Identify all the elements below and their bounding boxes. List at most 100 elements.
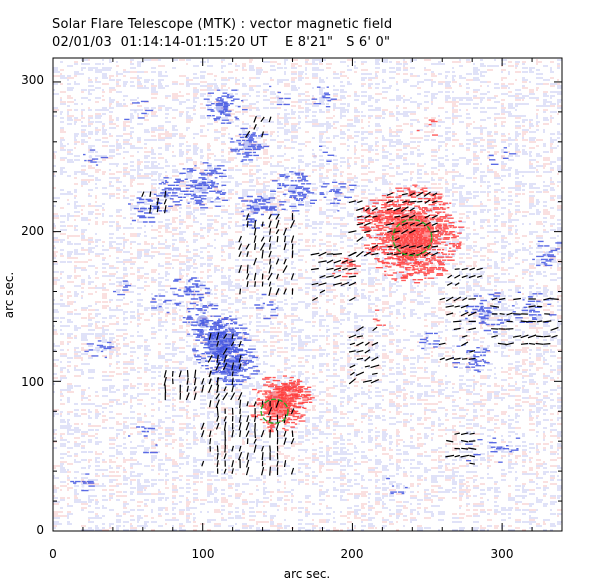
negative-polarity-region-core — [155, 304, 160, 309]
field-vector — [364, 214, 371, 219]
negative-polarity-region-core — [141, 439, 145, 443]
field-vector — [387, 230, 393, 233]
field-vector — [238, 451, 243, 461]
field-vector — [445, 305, 454, 308]
field-vector — [283, 236, 287, 243]
field-vector — [394, 237, 400, 241]
field-vector — [431, 222, 438, 226]
field-vector — [348, 378, 356, 385]
negative-polarity-region-core — [544, 251, 550, 257]
field-vector — [439, 297, 446, 301]
field-vector — [275, 213, 280, 220]
field-vector — [163, 198, 167, 205]
field-vector — [430, 230, 440, 233]
vector-group — [438, 296, 477, 361]
field-vector — [237, 392, 243, 401]
negative-polarity-region-fill — [175, 162, 228, 209]
field-vector — [223, 333, 228, 340]
field-vector — [468, 274, 476, 279]
field-vector — [246, 264, 249, 274]
axis-ticks — [52, 58, 563, 532]
field-vector — [326, 275, 334, 278]
field-vector — [370, 364, 380, 369]
field-vector — [408, 214, 416, 219]
x-tick-label: 200 — [341, 547, 364, 561]
negative-polarity-region-fill — [113, 280, 132, 296]
field-vector — [216, 340, 220, 347]
field-vector — [245, 213, 250, 220]
field-vector — [340, 281, 350, 287]
field-vector — [178, 370, 182, 378]
negative-polarity-region-core — [196, 180, 209, 193]
field-vector — [238, 355, 242, 363]
negative-polarity-region — [128, 197, 161, 223]
field-vector — [269, 258, 271, 265]
negative-polarity-region-core — [260, 304, 265, 309]
field-vector — [230, 341, 235, 347]
vector-group — [348, 326, 380, 385]
field-vector — [371, 252, 379, 256]
field-vector — [445, 454, 455, 458]
field-vector — [355, 326, 364, 332]
negative-polarity-region — [150, 295, 172, 314]
negative-polarity-region-core — [396, 484, 399, 488]
negative-polarity-region-core — [183, 287, 193, 296]
field-vector — [349, 296, 356, 302]
x-tick-label: 100 — [192, 547, 215, 561]
field-vector — [467, 311, 477, 317]
negative-polarity-region-core — [242, 139, 253, 150]
field-vector — [149, 191, 152, 197]
field-vector — [208, 378, 212, 385]
field-vector — [468, 440, 476, 442]
positive-polarity-region — [372, 309, 386, 326]
field-vector — [290, 273, 295, 280]
field-vector — [282, 265, 288, 273]
field-vector — [402, 200, 408, 203]
field-vector — [275, 258, 280, 265]
negative-polarity-region-core — [313, 154, 317, 159]
field-vector — [254, 220, 257, 228]
field-vector — [512, 335, 522, 338]
field-vector — [156, 206, 159, 213]
field-vector — [550, 326, 559, 331]
field-vector — [454, 432, 461, 435]
negative-polarity-region-core — [250, 204, 261, 215]
field-vector — [401, 229, 409, 235]
field-vector — [215, 393, 220, 400]
field-vector — [253, 123, 257, 130]
field-vector — [371, 206, 378, 212]
field-vector — [223, 468, 227, 474]
negative-polarity-region-core — [139, 206, 146, 213]
field-vector — [408, 245, 416, 248]
field-vector — [454, 268, 460, 270]
field-vector — [461, 275, 468, 279]
field-vector — [275, 219, 280, 229]
positive-polarity-region — [275, 379, 315, 414]
field-vector — [238, 445, 242, 452]
field-vector — [254, 243, 257, 251]
negative-polarity-region-fill — [170, 277, 211, 306]
field-vector — [283, 460, 287, 468]
field-vector — [244, 130, 251, 138]
field-vector — [253, 415, 257, 423]
x-axis-label: arc sec. — [284, 567, 330, 581]
field-vector — [401, 193, 408, 196]
field-vector — [246, 415, 250, 423]
negative-polarity-region — [532, 240, 562, 267]
negative-polarity-region-fill — [269, 85, 291, 106]
field-vector — [423, 191, 431, 197]
field-vector — [261, 452, 264, 461]
y-tick-label: 200 — [21, 224, 44, 238]
vector-group — [348, 200, 379, 258]
transverse-field-vectors — [141, 115, 559, 476]
field-vector — [194, 369, 197, 378]
field-vector — [268, 416, 272, 422]
field-vector — [259, 242, 266, 251]
field-vector — [283, 430, 287, 437]
field-vector — [349, 364, 356, 369]
negative-polarity-region-fill — [151, 177, 185, 212]
field-vector — [208, 332, 212, 340]
negative-polarity-region-core — [425, 334, 430, 339]
field-vector — [208, 384, 213, 394]
